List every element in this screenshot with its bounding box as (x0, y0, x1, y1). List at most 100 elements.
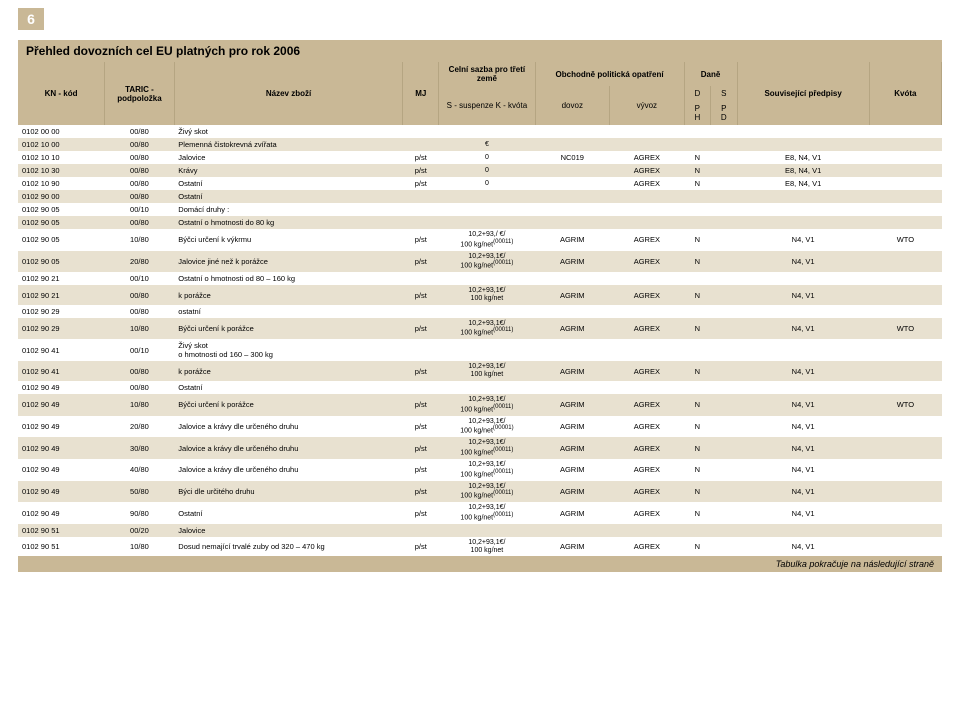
table-cell (403, 381, 439, 394)
table-cell: Domácí druhy : (174, 203, 402, 216)
table-cell (869, 216, 941, 229)
table-cell: 0102 10 90 (18, 177, 105, 190)
table-cell (711, 177, 737, 190)
table-cell: AGRIM (535, 229, 610, 251)
table-cell: 0 (439, 177, 535, 190)
table-cell: Jalovice a krávy dle určeného druhu (174, 459, 402, 481)
table-cell (869, 481, 941, 503)
col-mj: MJ (403, 62, 439, 125)
table-cell: p/st (403, 229, 439, 251)
table-cell: 00/80 (105, 177, 175, 190)
table-cell (610, 190, 685, 203)
table-cell (684, 125, 710, 138)
table-cell (684, 305, 710, 318)
table-cell (535, 203, 610, 216)
table-cell (711, 437, 737, 459)
table-cell: 0102 90 21 (18, 285, 105, 304)
table-cell: 00/10 (105, 203, 175, 216)
col-dovoz: dovoz (535, 86, 610, 125)
table-cell: Býčci určení k porážce (174, 318, 402, 340)
table-cell (439, 272, 535, 285)
table-cell: N4, V1 (737, 437, 869, 459)
table-cell (439, 339, 535, 361)
table-cell (439, 524, 535, 537)
table-cell: 10,2+93,1€/100 kg/net (439, 361, 535, 380)
table-cell: Jalovice (174, 151, 402, 164)
table-cell: Živý skot (174, 125, 402, 138)
table-cell: AGREX (610, 437, 685, 459)
table-cell: AGRIM (535, 285, 610, 304)
table-cell (535, 305, 610, 318)
table-footer: Tabulka pokračuje na následující straně (18, 556, 942, 572)
table-cell: ostatní (174, 305, 402, 318)
table-cell (535, 125, 610, 138)
table-cell: Ostatní o hmotnosti od 80 – 160 kg (174, 272, 402, 285)
table-cell (737, 216, 869, 229)
table-cell (610, 216, 685, 229)
col-vyvoz: vývoz (610, 86, 685, 125)
table-cell: N4, V1 (737, 251, 869, 273)
table-cell (610, 125, 685, 138)
table-cell (737, 524, 869, 537)
table-cell (869, 502, 941, 524)
table-cell (684, 190, 710, 203)
table-cell (869, 164, 941, 177)
table-cell: N (684, 164, 710, 177)
table-cell: Jalovice a krávy dle určeného druhu (174, 437, 402, 459)
table-cell: AGREX (610, 416, 685, 438)
table-cell: Ostatní (174, 381, 402, 394)
table-row: 0102 10 3000/80Krávyp/st0AGREXNE8, N4, V… (18, 164, 942, 177)
table-cell: 10,2+93,1€/100 kg/net (439, 285, 535, 304)
table-cell (711, 229, 737, 251)
table-cell (711, 285, 737, 304)
table-cell: 00/20 (105, 524, 175, 537)
table-row: 0102 10 0000/80Plemenná čistokrevná zvíř… (18, 138, 942, 151)
table-cell (869, 272, 941, 285)
table-cell (869, 459, 941, 481)
table-cell: 00/80 (105, 151, 175, 164)
table-cell: p/st (403, 151, 439, 164)
table-cell: Ostatní (174, 190, 402, 203)
table-row: 0102 90 2100/80k porážcep/st10,2+93,1€/1… (18, 285, 942, 304)
col-taric: TARIC - podpoložka (105, 62, 175, 125)
table-cell: N4, V1 (737, 229, 869, 251)
table-cell: 00/80 (105, 305, 175, 318)
table-cell: 10/80 (105, 537, 175, 556)
table-cell (403, 339, 439, 361)
table-cell (869, 361, 941, 380)
table-cell: Býci dle určitého druhu (174, 481, 402, 503)
table-cell: N (684, 502, 710, 524)
table-cell: 90/80 (105, 502, 175, 524)
table-cell: 0102 00 00 (18, 125, 105, 138)
table-cell (610, 138, 685, 151)
table-cell (610, 272, 685, 285)
table-cell: p/st (403, 537, 439, 556)
table-cell (535, 190, 610, 203)
table-cell (403, 216, 439, 229)
table-cell: AGRIM (535, 394, 610, 416)
table-cell (711, 125, 737, 138)
table-row: 0102 90 4940/80Jalovice a krávy dle urče… (18, 459, 942, 481)
table-cell: N4, V1 (737, 416, 869, 438)
table-cell: 10,2+93,1€/100 kg/net (439, 537, 535, 556)
table-cell (439, 381, 535, 394)
table-cell (711, 481, 737, 503)
table-cell: 30/80 (105, 437, 175, 459)
table-cell (869, 138, 941, 151)
table-cell: Jalovice a krávy dle určeného druhu (174, 416, 402, 438)
table-cell (869, 305, 941, 318)
table-cell: p/st (403, 502, 439, 524)
table-cell: 0102 90 51 (18, 524, 105, 537)
table-row: 0102 10 1000/80Jalovicep/st0NC019AGREXNE… (18, 151, 942, 164)
col-sazba-group: Celní sazba pro třetí země (439, 62, 535, 86)
table-body: 0102 00 0000/80Živý skot0102 10 0000/80P… (18, 125, 942, 556)
table-cell (737, 138, 869, 151)
table-cell (737, 305, 869, 318)
table-row: 0102 90 4950/80Býci dle určitého druhup/… (18, 481, 942, 503)
table-cell: N4, V1 (737, 537, 869, 556)
table-cell: p/st (403, 459, 439, 481)
table-cell: AGRIM (535, 416, 610, 438)
table-cell (869, 251, 941, 273)
table-cell: 10/80 (105, 394, 175, 416)
table-row: 0102 90 0500/10Domácí druhy : (18, 203, 942, 216)
